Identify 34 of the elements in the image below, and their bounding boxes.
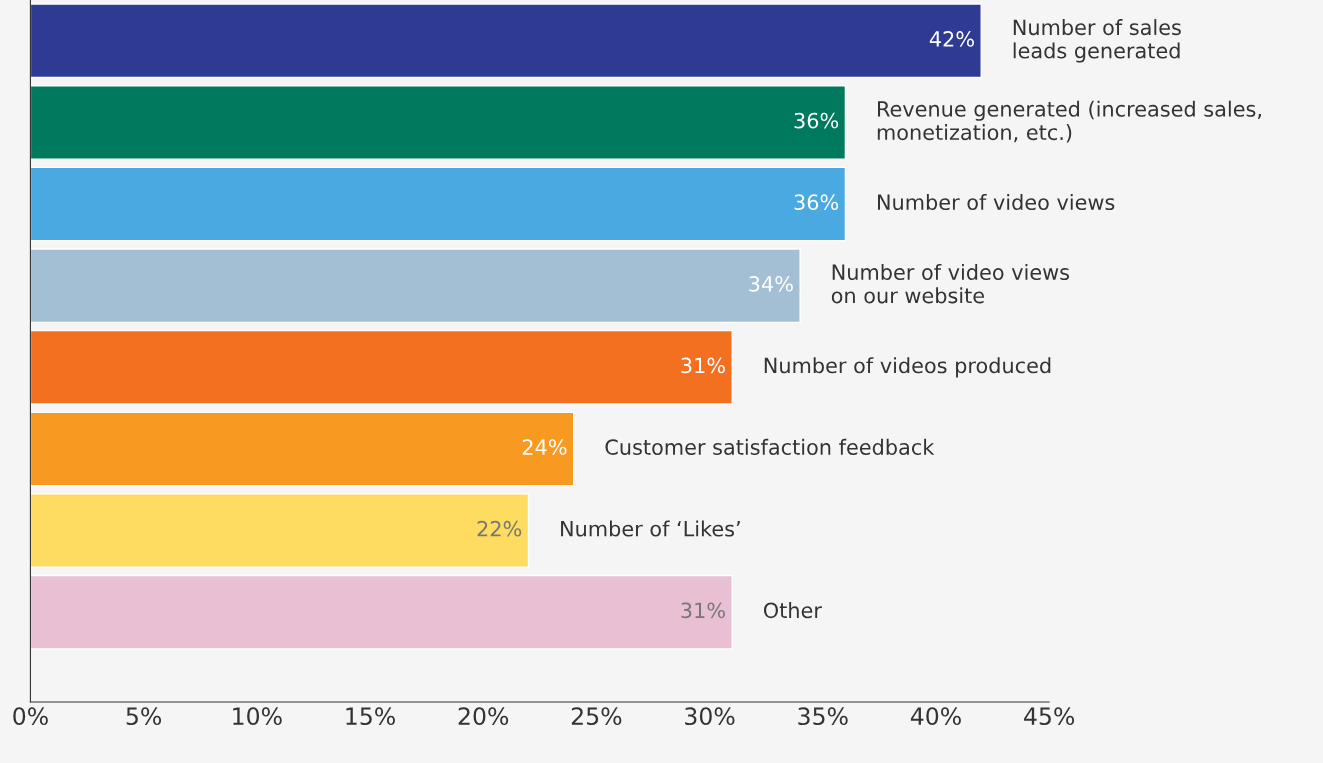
x-tick-label: 35% xyxy=(798,707,848,726)
x-tick-label: 25% xyxy=(571,707,622,726)
data-label: 24% xyxy=(522,439,567,455)
x-tick-label: 45% xyxy=(1024,707,1075,726)
y-tick-label: Number of ‘Likes’ xyxy=(561,520,740,537)
bar xyxy=(30,166,847,242)
x-tick-label: 5% xyxy=(126,707,162,726)
data-label: 34% xyxy=(749,275,793,292)
bar xyxy=(30,85,847,160)
data-label: 22% xyxy=(477,520,522,537)
bar xyxy=(30,574,733,650)
y-tick-label: Other xyxy=(763,602,822,619)
y-tick-label: Number of videos produced xyxy=(764,357,1051,378)
y-tick-label: Number of sales leads generated xyxy=(1013,19,1181,63)
x-tick-label: 15% xyxy=(346,707,395,726)
bar xyxy=(30,329,733,405)
data-label: 31% xyxy=(681,602,725,619)
x-tick-label: 40% xyxy=(910,707,961,726)
y-tick-label: Number of video views xyxy=(878,193,1115,211)
x-tick-label: 0% xyxy=(13,707,48,726)
x-tick-label: 20% xyxy=(458,707,509,726)
data-label: 31% xyxy=(681,357,725,374)
bar xyxy=(30,493,530,568)
x-tick-label: 30% xyxy=(685,707,735,726)
data-label: 36% xyxy=(794,112,839,129)
bar xyxy=(30,3,982,79)
x-tick-label: 10% xyxy=(233,707,282,726)
data-label: 36% xyxy=(794,194,839,211)
y-tick-label: Customer satisfaction feedback xyxy=(605,438,935,455)
y-tick-label: Number of video views on our website xyxy=(831,263,1070,304)
bar xyxy=(30,248,801,324)
y-tick-label: Revenue generated (increased sales, monetization, etc.) xyxy=(877,100,1261,143)
data-label: 42% xyxy=(929,31,974,47)
bar xyxy=(30,411,575,487)
